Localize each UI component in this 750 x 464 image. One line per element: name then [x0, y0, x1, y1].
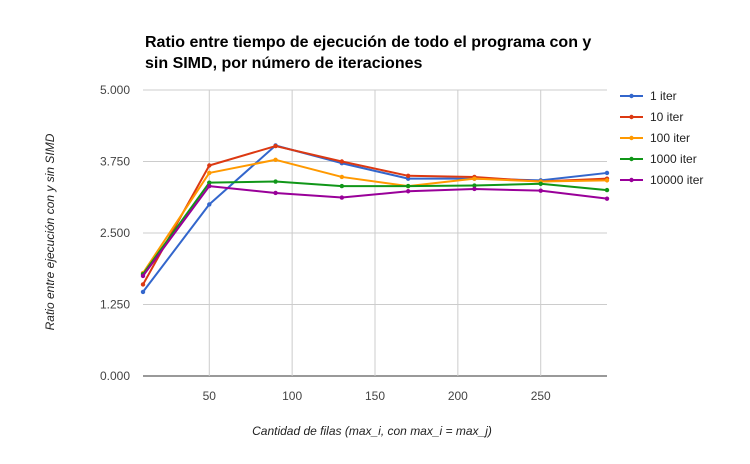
data-point	[273, 179, 278, 184]
legend-label: 100 iter	[650, 131, 690, 145]
legend-item-0: 1 iter	[620, 89, 677, 103]
data-point	[604, 187, 610, 193]
data-point	[273, 190, 278, 196]
legend-marker	[629, 114, 634, 120]
data-point	[207, 163, 212, 168]
series-line	[142, 180, 608, 275]
x-tick-label: 100	[282, 389, 302, 403]
data-point	[339, 159, 345, 164]
legend-item-3: 1000 iter	[620, 152, 697, 166]
y-axis-ticks: 0.000 1.250 2.500 3.750 5.000	[100, 83, 130, 383]
series-lines	[140, 143, 610, 295]
data-point	[472, 176, 477, 181]
data-point	[604, 196, 610, 201]
data-point	[207, 183, 212, 189]
legend-label: 10 iter	[650, 110, 683, 124]
x-tick-label: 50	[203, 389, 217, 403]
x-tick-label: 200	[448, 389, 468, 403]
data-point	[405, 189, 411, 194]
data-point	[538, 188, 543, 193]
legend-label: 10000 iter	[650, 173, 703, 187]
data-point	[273, 143, 278, 149]
data-point	[140, 282, 146, 287]
chart-title: Ratio entre tiempo de ejecución de todo …	[145, 34, 591, 72]
legend-item-4: 10000 iter	[620, 173, 703, 187]
data-point	[538, 181, 543, 187]
data-point	[273, 157, 278, 162]
legend-marker	[629, 177, 634, 183]
x-axis-label: Cantidad de filas (max_i, con max_i = ma…	[252, 424, 492, 438]
legend-item-2: 100 iter	[620, 131, 690, 145]
x-tick-label: 150	[365, 389, 385, 403]
y-tick-label: 2.500	[100, 226, 130, 240]
series-4	[140, 183, 610, 279]
data-point	[339, 195, 345, 200]
y-tick-label: 1.250	[100, 298, 130, 312]
data-point	[472, 186, 477, 192]
legend-marker	[629, 156, 634, 162]
legend-marker	[629, 93, 634, 99]
data-point	[405, 183, 411, 189]
legend-label: 1 iter	[650, 89, 677, 103]
legend: 1 iter 10 iter 100 iter 1000 iter 10000 iter	[620, 89, 703, 187]
series-line	[142, 158, 608, 274]
chart-title-line-1: Ratio entre tiempo de ejecución de todo …	[145, 34, 591, 51]
data-point	[604, 178, 610, 183]
legend-label: 1000 iter	[650, 152, 697, 166]
data-point	[405, 173, 411, 178]
data-point	[207, 180, 212, 185]
data-point	[207, 202, 212, 207]
legend-marker	[629, 135, 634, 141]
data-point	[140, 273, 146, 279]
x-axis-ticks: 50 100 150 200 250	[203, 389, 551, 403]
series-3	[140, 179, 610, 277]
legend-item-1: 10 iter	[620, 110, 683, 124]
series-line	[142, 185, 608, 277]
y-tick-label: 3.750	[100, 155, 130, 169]
data-point	[339, 174, 345, 180]
chart-title-line-2: sin SIMD, por número de iteraciones	[145, 55, 422, 72]
data-point	[207, 170, 212, 176]
y-tick-label: 0.000	[100, 369, 130, 383]
y-axis-label: Ratio entre ejecución con y sin SIMD	[43, 133, 57, 330]
y-tick-label: 5.000	[100, 83, 130, 97]
data-point	[472, 183, 477, 188]
grid	[143, 89, 607, 377]
data-point	[339, 183, 345, 189]
data-point	[604, 170, 610, 176]
x-tick-label: 250	[531, 389, 551, 403]
data-point	[140, 289, 146, 295]
